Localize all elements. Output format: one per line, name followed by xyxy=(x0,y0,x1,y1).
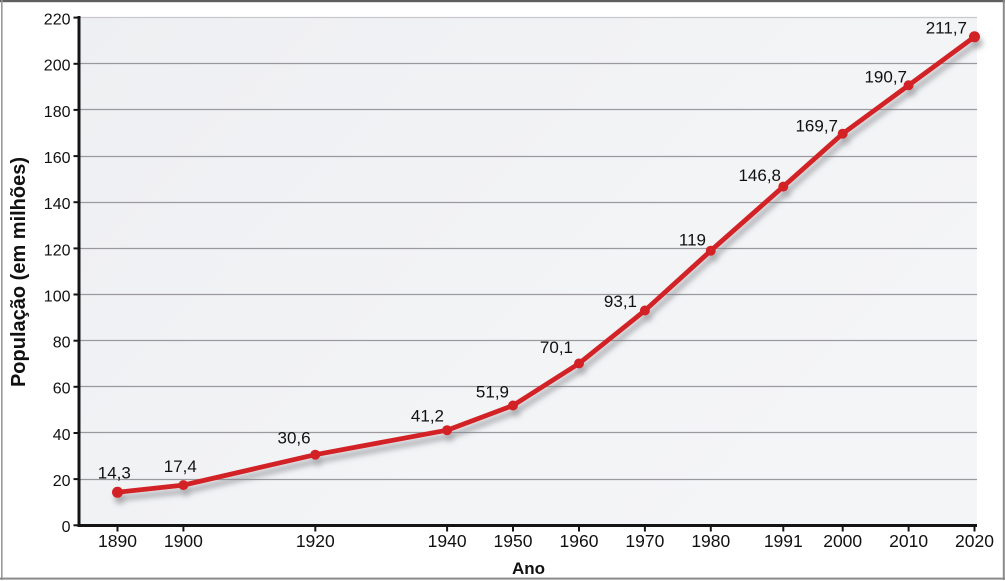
svg-text:Ano: Ano xyxy=(512,559,545,578)
svg-text:211,7: 211,7 xyxy=(926,19,967,38)
svg-text:1960: 1960 xyxy=(560,531,599,551)
svg-text:51,9: 51,9 xyxy=(476,383,509,402)
svg-text:0: 0 xyxy=(62,519,71,536)
svg-text:1980: 1980 xyxy=(691,531,730,551)
svg-text:1950: 1950 xyxy=(494,531,533,551)
svg-text:200: 200 xyxy=(44,58,71,75)
svg-text:2020: 2020 xyxy=(955,531,994,551)
svg-text:1890: 1890 xyxy=(98,531,137,551)
svg-text:146,8: 146,8 xyxy=(738,166,781,185)
svg-text:220: 220 xyxy=(44,12,71,29)
svg-text:1991: 1991 xyxy=(764,531,803,551)
svg-text:População (em milhões): População (em milhões) xyxy=(8,157,30,387)
svg-text:2010: 2010 xyxy=(889,531,928,551)
svg-text:80: 80 xyxy=(53,335,71,352)
svg-text:17,4: 17,4 xyxy=(164,457,197,476)
svg-text:14,3: 14,3 xyxy=(98,463,131,482)
svg-text:93,1: 93,1 xyxy=(604,292,637,311)
svg-text:1970: 1970 xyxy=(625,531,664,551)
svg-text:60: 60 xyxy=(53,381,71,398)
svg-text:1940: 1940 xyxy=(428,531,467,551)
svg-text:2000: 2000 xyxy=(823,531,862,551)
svg-text:100: 100 xyxy=(44,288,71,305)
svg-text:1920: 1920 xyxy=(296,531,335,551)
svg-text:30,6: 30,6 xyxy=(278,429,311,448)
svg-text:190,7: 190,7 xyxy=(864,68,907,87)
svg-text:119: 119 xyxy=(679,231,706,250)
svg-text:120: 120 xyxy=(44,242,71,259)
svg-text:160: 160 xyxy=(44,150,71,167)
svg-text:180: 180 xyxy=(44,104,71,121)
svg-text:20: 20 xyxy=(53,473,71,490)
svg-text:70,1: 70,1 xyxy=(540,338,573,357)
svg-text:169,7: 169,7 xyxy=(795,117,838,136)
svg-text:41,2: 41,2 xyxy=(411,407,444,426)
svg-text:140: 140 xyxy=(44,196,71,213)
svg-text:40: 40 xyxy=(53,427,71,444)
svg-text:1900: 1900 xyxy=(164,531,203,551)
